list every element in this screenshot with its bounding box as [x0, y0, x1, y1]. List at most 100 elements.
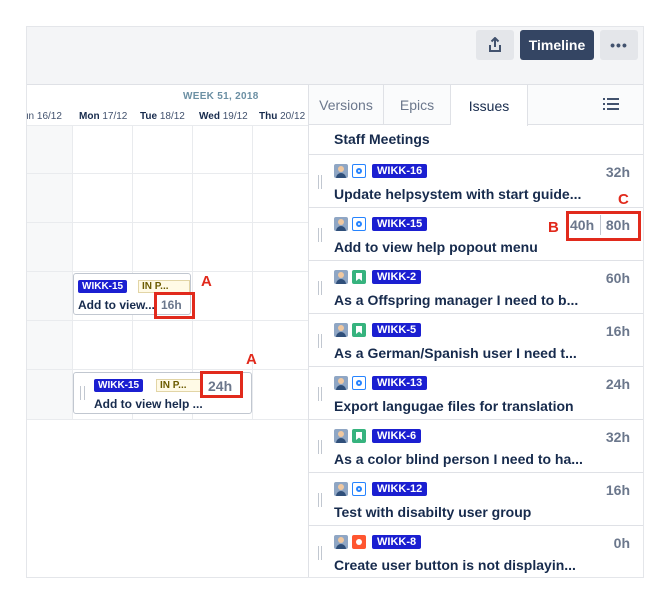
- day-name: un: [27, 111, 35, 122]
- list-item[interactable]: WIKK-13 24h Export langugae files for tr…: [309, 367, 643, 420]
- timeline-button[interactable]: Timeline: [520, 30, 594, 60]
- day-date: 19/12: [222, 111, 248, 122]
- highlight-box: [200, 371, 243, 398]
- day-name: Tue: [140, 111, 158, 122]
- calendar-grid: WEEK 51, 2018 un 16/12 Mon 17/12 Tue 18/…: [27, 85, 308, 577]
- bug-type-icon: [352, 535, 366, 549]
- task-type-icon: [352, 482, 366, 496]
- scheduled-issue-bar[interactable]: WIKK-15 IN P... Add to view help ... 24h: [73, 372, 252, 414]
- drag-handle-icon[interactable]: [318, 387, 322, 401]
- issue-key-badge: WIKK-15: [78, 280, 128, 293]
- issue-title: Export langugae files for translation: [334, 398, 574, 414]
- day-date: 17/12: [102, 111, 128, 122]
- estimate-hours: 16h: [605, 482, 630, 498]
- callout-label: A: [201, 273, 212, 290]
- tab-versions[interactable]: Versions: [309, 85, 384, 125]
- grid-line: [27, 419, 308, 420]
- tab-issues[interactable]: Issues: [451, 85, 528, 126]
- day-date: 16/12: [36, 111, 62, 122]
- drag-handle-icon[interactable]: [318, 493, 322, 507]
- issue-title: Add to view help ...: [94, 397, 203, 411]
- drag-handle-icon[interactable]: [80, 386, 85, 400]
- divider: [600, 215, 601, 235]
- list-view-icon[interactable]: [603, 98, 619, 112]
- scheduled-issue-bar[interactable]: WIKK-15 IN P... Add to view... 16h: [73, 273, 191, 315]
- day-name: Mon: [79, 111, 100, 122]
- avatar: [334, 217, 348, 231]
- story-type-icon: [352, 429, 366, 443]
- callout-label: C: [618, 191, 629, 208]
- tab-epics[interactable]: Epics: [384, 85, 451, 125]
- issue-title: Create user button is not displayin...: [334, 557, 576, 573]
- day-header-mon: Mon 17/12: [79, 111, 127, 122]
- share-button[interactable]: [476, 30, 514, 60]
- day-name: Thu: [259, 111, 278, 122]
- list-item[interactable]: WIKK-2 60h As a Offspring manager I need…: [309, 261, 643, 314]
- day-header-tue: Tue 18/12: [140, 111, 185, 122]
- story-type-icon: [352, 323, 366, 337]
- hours-label: 16h: [161, 298, 182, 312]
- task-type-icon: [352, 164, 366, 178]
- week-label: WEEK 51, 2018: [183, 91, 259, 102]
- list-item[interactable]: Staff Meetings: [309, 125, 643, 155]
- estimate-hours: 80h: [605, 217, 630, 233]
- issue-key-badge: WIKK-15: [94, 379, 144, 392]
- issue-title: Update helpsystem with start guide...: [334, 186, 582, 202]
- highlight-box: [154, 292, 195, 319]
- drag-handle-icon[interactable]: [318, 546, 322, 560]
- issue-title: Test with disabilty user group: [334, 504, 532, 520]
- issue-title: Staff Meetings: [334, 131, 430, 147]
- issue-title: As a color blind person I need to ha...: [334, 451, 583, 467]
- estimate-hours: 32h: [605, 429, 630, 445]
- day-date: 18/12: [159, 111, 185, 122]
- more-button[interactable]: •••: [600, 30, 638, 60]
- avatar: [334, 482, 348, 496]
- remaining-hours: 40h: [570, 217, 595, 233]
- drag-handle-icon[interactable]: [318, 281, 322, 295]
- panel-tabs: Versions Epics Issues: [309, 85, 643, 126]
- estimate-hours: 0h: [613, 535, 630, 551]
- list-item[interactable]: WIKK-8 0h Create user button is not disp…: [309, 526, 643, 577]
- drag-handle-icon[interactable]: [318, 334, 322, 348]
- issue-title: Add to view help popout menu: [334, 239, 538, 255]
- list-item[interactable]: WIKK-12 16h Test with disabilty user gro…: [309, 473, 643, 526]
- issues-panel: Versions Epics Issues Staff Meetings WIK…: [308, 85, 643, 577]
- drag-handle-icon[interactable]: [318, 440, 322, 454]
- sub-toolbar: [27, 63, 643, 85]
- status-badge: IN P...: [156, 379, 202, 392]
- avatar: [334, 270, 348, 284]
- grid-line: [72, 125, 73, 419]
- list-item[interactable]: WIKK-15 40h 80h Add to view help popout …: [309, 208, 643, 261]
- task-type-icon: [352, 217, 366, 231]
- callout-label: B: [548, 219, 559, 236]
- grid-line: [192, 125, 193, 419]
- list-item[interactable]: WIKK-5 16h As a German/Spanish user I ne…: [309, 314, 643, 367]
- grid-line: [27, 320, 308, 321]
- list-item[interactable]: WIKK-16 32h Update helpsystem with start…: [309, 155, 643, 208]
- drag-handle-icon[interactable]: [318, 175, 322, 189]
- grid-line: [132, 125, 133, 419]
- story-type-icon: [352, 270, 366, 284]
- issue-title: As a Offspring manager I need to b...: [334, 292, 579, 308]
- issue-key-badge: WIKK-12: [372, 482, 428, 496]
- day-header-wed: Wed 19/12: [199, 111, 248, 122]
- issue-key-badge: WIKK-16: [372, 164, 428, 178]
- drag-handle-icon[interactable]: [318, 228, 322, 242]
- weekend-column: [27, 125, 72, 419]
- issue-key-badge: WIKK-2: [372, 270, 422, 284]
- grid-line: [252, 125, 253, 419]
- estimate-hours: 60h: [605, 270, 630, 286]
- estimate-hours: 16h: [605, 323, 630, 339]
- day-name: Wed: [199, 111, 220, 122]
- grid-line: [27, 125, 308, 126]
- grid-line: [27, 173, 308, 174]
- issue-key-badge: WIKK-13: [372, 376, 428, 390]
- highlight-box: [566, 211, 641, 241]
- day-header-sun: un 16/12: [27, 111, 62, 122]
- avatar: [334, 376, 348, 390]
- issue-key-badge: WIKK-15: [372, 217, 428, 231]
- grid-line: [27, 222, 308, 223]
- list-item[interactable]: WIKK-6 32h As a color blind person I nee…: [309, 420, 643, 473]
- hours-label: 24h: [208, 378, 233, 394]
- grid-line: [27, 369, 308, 370]
